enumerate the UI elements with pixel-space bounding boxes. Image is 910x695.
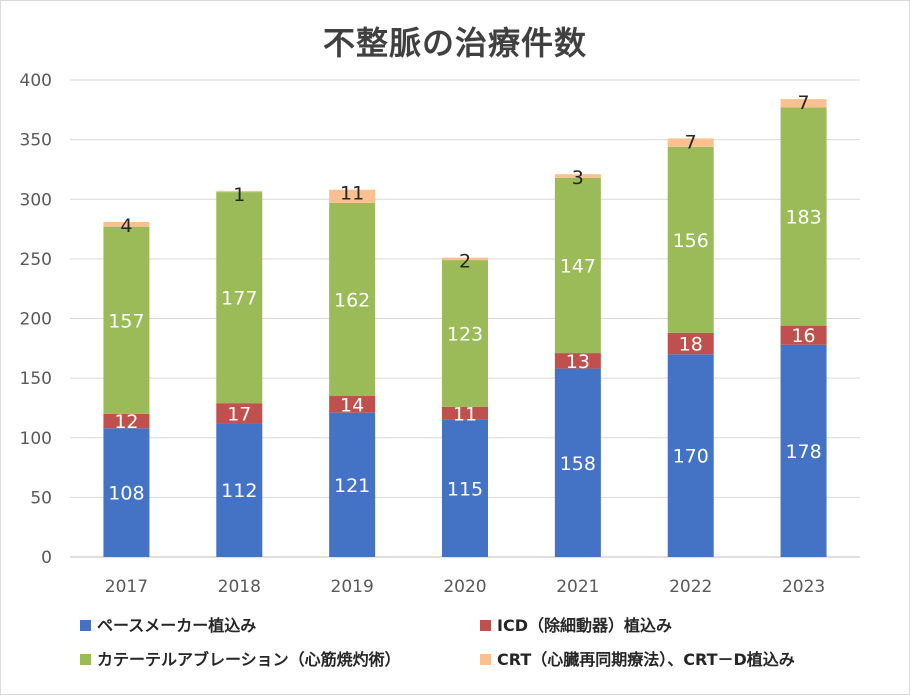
bar-segment: [667, 146, 714, 333]
bar-segment: [780, 99, 827, 108]
x-tick-label: 2023: [782, 577, 825, 597]
x-tick-label: 2020: [443, 577, 486, 597]
data-label: 11: [340, 183, 364, 205]
y-tick-label: 100: [20, 429, 52, 449]
x-tick-label: 2019: [331, 577, 374, 597]
y-tick-label: 350: [20, 131, 52, 151]
data-label: 157: [108, 310, 144, 332]
data-label: 162: [334, 289, 370, 311]
data-label: 7: [798, 92, 810, 114]
data-label: 13: [566, 351, 590, 373]
bar-segment: [442, 419, 488, 557]
x-tick-label: 2021: [556, 577, 599, 597]
bar-segment: [216, 190, 263, 193]
data-label: 1: [233, 184, 245, 206]
data-label: 17: [227, 403, 251, 425]
legend-swatch-pacemaker: [80, 620, 91, 631]
data-label: 170: [673, 446, 709, 468]
data-label: 2: [459, 251, 471, 273]
legend-label-pacemaker: ペースメーカー植込み: [97, 616, 257, 635]
y-tick-label: 250: [20, 250, 52, 270]
legend-label-icd: ICD（除細動器）植込み: [497, 616, 672, 635]
legend-item-icd: ICD（除細動器）植込み: [480, 612, 672, 636]
legend-swatch-crt: [480, 654, 491, 665]
bar-segment: [329, 412, 376, 557]
x-tick-label: 2017: [105, 577, 148, 597]
data-label: 121: [334, 475, 370, 497]
bar-segment: [103, 428, 150, 557]
data-label: 108: [108, 483, 144, 505]
bar-segment: [442, 260, 488, 407]
data-label: 16: [791, 325, 815, 347]
bar-segment: [103, 413, 150, 429]
y-tick-label: 300: [20, 190, 52, 210]
data-label: 115: [447, 478, 483, 500]
bar-segment: [554, 353, 601, 369]
bar-segment: [442, 257, 488, 261]
bar-segment: [554, 174, 601, 178]
legend-item-pacemaker: ペースメーカー植込み: [80, 612, 256, 636]
data-label: 11: [453, 403, 477, 425]
data-label: 3: [572, 167, 584, 189]
bar-segment: [667, 138, 714, 147]
y-tick-label: 200: [20, 310, 52, 330]
data-label: 147: [560, 255, 596, 277]
bar-segment: [329, 202, 376, 397]
data-label: 178: [785, 441, 821, 463]
bar-segment: [667, 332, 714, 355]
y-tick-label: 0: [41, 548, 52, 568]
legend-label-ablation: カテーテルアブレーション（心筋焼灼術）: [97, 650, 401, 669]
bar-segment: [554, 368, 601, 557]
data-label: 177: [221, 288, 257, 310]
bar-segment: [103, 226, 150, 414]
data-label: 7: [685, 131, 697, 153]
bar-segment: [780, 325, 827, 345]
bar-segment: [667, 354, 714, 557]
data-label: 12: [114, 411, 138, 433]
data-label: 158: [560, 453, 596, 475]
data-label: 123: [447, 323, 483, 345]
bar-segment: [216, 192, 263, 404]
bar-segment: [329, 189, 376, 203]
data-label: 156: [673, 230, 709, 252]
data-label: 183: [785, 207, 821, 229]
bar-segment: [442, 406, 488, 420]
legend-swatch-icd: [480, 620, 491, 631]
bar-segment: [780, 344, 827, 557]
x-tick-label: 2018: [218, 577, 261, 597]
data-label: 4: [120, 215, 132, 237]
y-tick-label: 400: [20, 71, 52, 91]
bar-segment: [554, 177, 601, 354]
data-label: 18: [679, 334, 703, 356]
bar-segment: [216, 423, 263, 557]
y-tick-label: 50: [30, 488, 52, 508]
x-tick-label: 2022: [669, 577, 712, 597]
legend-swatch-ablation: [80, 654, 91, 665]
bar-segment: [216, 403, 263, 424]
data-label: 112: [221, 480, 257, 502]
legend-item-ablation: カテーテルアブレーション（心筋焼灼術）: [80, 646, 401, 670]
bar-segment: [329, 396, 376, 413]
chart-title: 不整脈の治療件数: [322, 24, 587, 62]
y-tick-label: 150: [20, 369, 52, 389]
data-label: 14: [340, 394, 364, 416]
legend-item-crt: CRT（心臓再同期療法）、CRT－D植込み: [480, 646, 795, 670]
bar-segment: [780, 107, 827, 326]
legend-label-crt: CRT（心臓再同期療法）、CRT－D植込み: [497, 650, 795, 669]
bar-segment: [103, 221, 150, 227]
